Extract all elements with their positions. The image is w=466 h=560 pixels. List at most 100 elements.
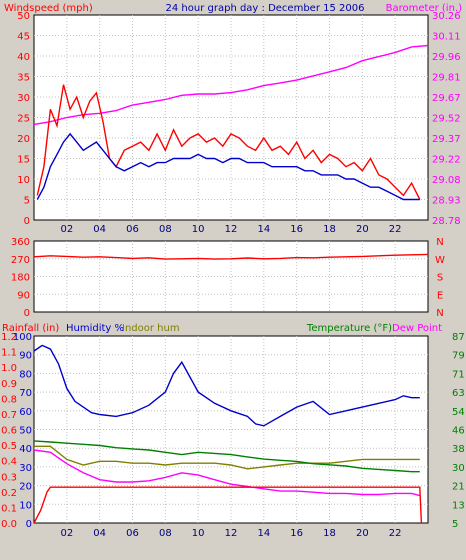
direction-degree-tick-label: 90 (17, 290, 30, 301)
compass-tick-label: E (437, 290, 443, 301)
barometer-tick-label: 29.37 (432, 134, 461, 145)
barometer-tick-label: 29.67 (432, 93, 461, 104)
wind-direction-line (33, 253, 429, 260)
windspeed-tick-label: 50 (17, 11, 30, 22)
hour-axis-ticks: 02 04 06 08 10 12 14 16 18 20 22 (60, 224, 401, 235)
hour-tick-label: 22 (389, 224, 402, 235)
wind-barometer-grid (34, 15, 428, 220)
hour-tick-label: 16 (290, 224, 303, 235)
temperature-axis-ticks: 5 13 21 30 38 46 54 63 71 79 87 (452, 332, 465, 530)
barometer-tick-label: 29.22 (432, 155, 461, 166)
humidity-axis-ticks: 0 10 20 30 40 50 60 70 80 90 100 (13, 332, 32, 530)
hour-tick-label: 18 (323, 528, 336, 539)
average-windspeed-line (36, 132, 420, 201)
rainfall-tick-label: 0.7 (1, 410, 17, 421)
indoor-hum-line (34, 445, 420, 470)
humidity-tick-label: 30 (19, 463, 32, 474)
rainfall-tick-label: 0.9 (1, 379, 17, 390)
humidity-tick-label: 10 (19, 500, 32, 511)
windspeed-tick-label: 20 (17, 134, 30, 145)
humidity-line (33, 344, 420, 427)
temperature-tick-label: 5 (452, 519, 458, 530)
humidity-temperature-grid (34, 336, 428, 523)
humidity-tick-label: 90 (19, 351, 32, 362)
rainfall-axis-ticks: 0.0 0.1 0.2 0.3 0.4 0.5 0.6 0.7 0.8 0.9 1.0 1.1 1.2 (1, 332, 17, 530)
humidity-tick-label: 100 (13, 332, 32, 343)
rainfall-tick-label: 1.2 (1, 332, 17, 343)
hour-tick-label: 06 (126, 528, 139, 539)
chart-title: 24 hour graph day : December 15 2006 (166, 3, 365, 14)
windspeed-tick-label: 30 (17, 93, 30, 104)
temperature-tick-label: 63 (452, 388, 465, 399)
temperature-tick-label: 71 (452, 369, 465, 380)
hour-tick-label: 08 (159, 224, 172, 235)
barometer-tick-label: 29.08 (432, 175, 461, 186)
windspeed-tick-label: 5 (24, 196, 30, 207)
barometer-axis-label: Barometer (in.) (386, 3, 462, 14)
rainfall-tick-label: 0.0 (1, 519, 17, 530)
hour-tick-label: 10 (192, 528, 205, 539)
windspeed-tick-label: 40 (17, 52, 30, 63)
temperature-tick-label: 79 (452, 351, 465, 362)
temperature-tick-label: 13 (452, 500, 465, 511)
rainfall-tick-label: 1.0 (1, 363, 17, 374)
rainfall-tick-label: 0.4 (1, 457, 17, 468)
rainfall-tick-label: 0.8 (1, 394, 17, 405)
windspeed-axis-label: Windspeed (mph) (4, 3, 93, 14)
hour-axis-ticks-bottom: 02 04 06 08 10 12 14 16 18 20 22 (60, 528, 401, 539)
rainfall-line (33, 486, 423, 524)
rainfall-tick-label: 0.5 (1, 441, 17, 452)
barometer-tick-label: 29.52 (432, 114, 461, 125)
barometer-tick-label: 28.93 (432, 196, 461, 207)
compass-tick-label: W (435, 255, 445, 266)
compass-tick-label: S (437, 273, 443, 284)
hour-tick-label: 04 (93, 528, 106, 539)
humidity-temperature-panel: 0.00.10.20.30.40.50.60.70.80.91.01.11.2 … (1, 323, 465, 539)
direction-degree-tick-label: 0 (24, 308, 30, 319)
hour-tick-label: 08 (159, 528, 172, 539)
wind-direction-series (33, 253, 429, 260)
rainfall-tick-label: 1.1 (1, 348, 17, 359)
windspeed-tick-label: 25 (17, 114, 30, 125)
rainfall-axis-label: Rainfall (in) (2, 323, 59, 334)
barometer-tick-label: 28.78 (432, 216, 461, 227)
temperature-tick-label: 46 (452, 426, 465, 437)
wind-barometer-series (33, 44, 429, 201)
wind-barometer-panel: 0 5 10 15 20 25 30 35 40 45 50 28.78 28.93 29.08 29.2… (4, 3, 462, 235)
temperature-tick-label: 54 (452, 407, 465, 418)
hour-tick-label: 14 (257, 224, 270, 235)
humidity-tick-label: 50 (19, 426, 32, 437)
compass-tick-label: N (436, 237, 443, 248)
windspeed-tick-label: 45 (17, 32, 30, 43)
barometer-tick-label: 30.26 (432, 11, 461, 22)
indoor-hum-legend-label: Indoor hum (122, 323, 180, 334)
humidity-tick-label: 80 (19, 369, 32, 380)
humidity-tick-label: 0 (26, 519, 32, 530)
barometer-tick-label: 30.11 (432, 32, 461, 43)
hour-tick-label: 22 (389, 528, 402, 539)
humidity-legend-label: Humidity % (66, 323, 124, 334)
temperature-tick-label: 30 (452, 463, 465, 474)
windspeed-tick-label: 15 (17, 155, 30, 166)
temperature-line (33, 440, 420, 473)
dew-point-legend-label: Dew Point (392, 323, 442, 334)
barometer-tick-label: 29.81 (432, 73, 461, 84)
hour-tick-label: 16 (290, 528, 303, 539)
temperature-tick-label: 87 (452, 332, 465, 343)
hour-tick-label: 12 (225, 528, 238, 539)
hour-tick-label: 14 (257, 528, 270, 539)
direction-degree-tick-label: 270 (11, 255, 30, 266)
humidity-tick-label: 60 (19, 407, 32, 418)
rainfall-tick-label: 0.6 (1, 426, 17, 437)
hour-tick-label: 04 (93, 224, 106, 235)
humidity-temperature-series (33, 344, 423, 524)
temperature-tick-label: 21 (452, 482, 465, 493)
windspeed-tick-label: 0 (24, 216, 30, 227)
hour-tick-label: 10 (192, 224, 205, 235)
humidity-tick-label: 40 (19, 444, 32, 455)
hour-tick-label: 12 (225, 224, 238, 235)
